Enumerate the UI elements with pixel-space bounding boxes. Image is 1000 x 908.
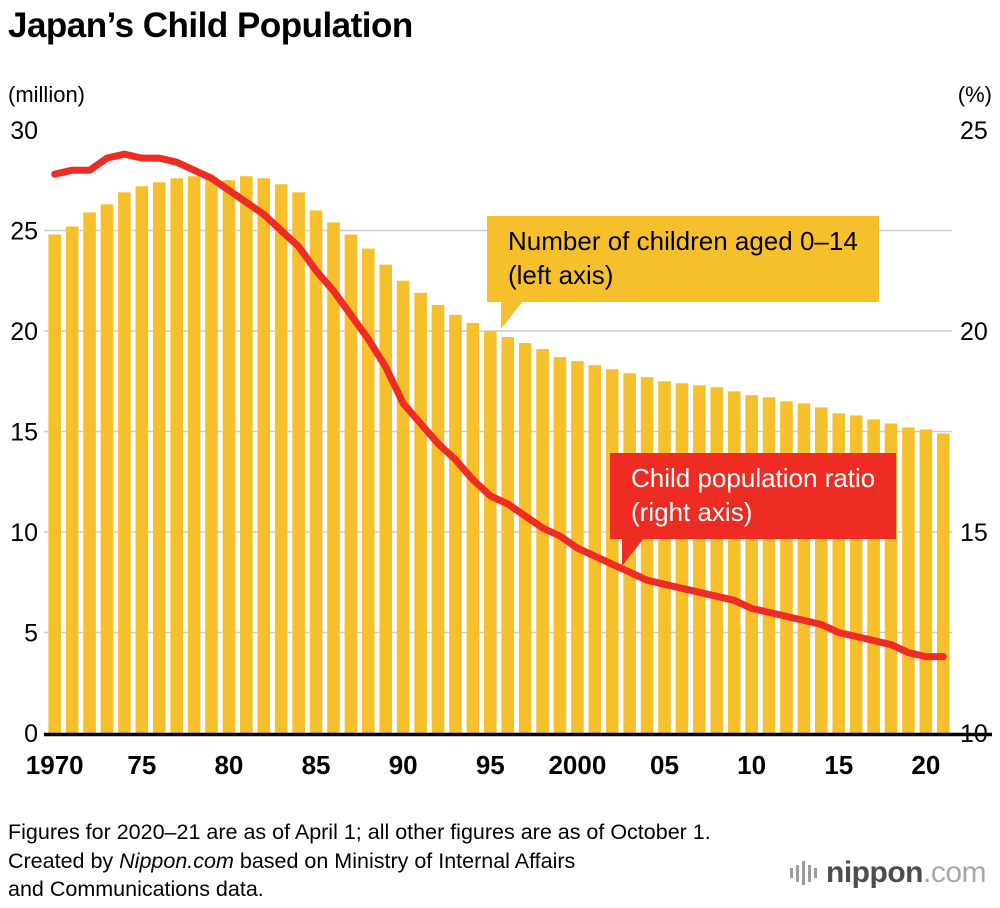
bar-year-1974 [118, 192, 131, 733]
bar-year-2009 [727, 391, 741, 733]
footnote-line-3: and Communications data. [8, 877, 264, 902]
callout-ratio-line1: Child population ratio [631, 463, 876, 493]
callout-tail-icon [501, 300, 523, 329]
brand-name: Nippon.com [119, 848, 234, 873]
bar-year-2011 [762, 397, 776, 733]
bar-year-1995 [483, 331, 497, 733]
footnote-line-2: Created by Nippon.com based on Ministry … [8, 847, 711, 876]
footnote-line-1: Figures for 2020–21 are as of April 1; a… [8, 820, 711, 844]
callout-children-line1: Number of children aged 0–14 [508, 226, 858, 256]
bar-year-1975 [135, 186, 149, 733]
bar-year-2008 [710, 387, 724, 733]
bar-year-2001 [588, 365, 602, 733]
bar-year-1983 [274, 184, 288, 733]
logo-tld: .com [922, 856, 987, 889]
bar-year-1989 [379, 264, 393, 733]
y-tick-left-10: 10 [10, 519, 38, 547]
x-tick-2000: 2000 [548, 750, 606, 780]
bar-year-1981 [240, 176, 253, 734]
x-tick-1995: 95 [476, 750, 505, 780]
bar-year-1980 [222, 180, 236, 733]
bar-year-2021 [936, 433, 950, 733]
bar-year-1985 [309, 210, 323, 733]
y-tick-right-25: 25 [960, 117, 988, 145]
callout-children-line2: (left axis) [508, 259, 614, 290]
bar-year-2010 [745, 395, 758, 733]
y-tick-left-20: 20 [10, 318, 38, 346]
callout-tail-icon [622, 537, 644, 566]
x-tick-2020: 20 [911, 750, 940, 780]
ratio-line [51, 150, 947, 661]
bar-year-1976 [152, 182, 166, 733]
bar-year-1992 [431, 304, 445, 733]
callout-ratio-line: Child population ratio (right axis) [610, 453, 897, 566]
bar-year-2002 [605, 369, 619, 733]
callout-ratio-line2: (right axis) [631, 496, 753, 527]
x-tick-1980: 80 [214, 750, 243, 780]
chart-title: Japan’s Child Population [8, 6, 413, 45]
footnote-line-2-suffix: based on Ministry of Internal Affairs [233, 848, 576, 873]
nippon-logo: nippon.com [789, 856, 987, 890]
bar-year-1996 [501, 337, 515, 733]
y-tick-right-20: 20 [960, 318, 988, 346]
bar-year-1990 [396, 280, 410, 733]
footnote-line-2-prefix: Created by [8, 848, 120, 873]
bar-year-1982 [257, 178, 271, 734]
logo-name: nippon [826, 856, 923, 889]
bar-year-1970 [48, 234, 62, 733]
left-axis-unit-label: (million) [8, 82, 85, 107]
bar-year-1987 [344, 234, 358, 733]
bar-year-2005 [658, 381, 671, 733]
y-tick-right-10: 10 [960, 720, 988, 748]
bar-year-2006 [675, 383, 689, 733]
x-tick-1985: 85 [302, 750, 331, 780]
x-tick-1975: 75 [127, 750, 156, 780]
y-tick-left-25: 25 [10, 218, 38, 246]
x-tick-2015: 15 [824, 750, 853, 780]
bar-year-1973 [100, 204, 114, 733]
bar-year-1972 [83, 212, 96, 733]
footnote: Figures for 2020–21 are as of April 1; a… [8, 818, 711, 904]
bar-year-1979 [205, 178, 218, 734]
y-tick-left-0: 0 [24, 720, 38, 748]
bar-year-1998 [536, 349, 549, 733]
bar-year-1997 [518, 343, 532, 733]
bar-year-2007 [693, 385, 706, 733]
y-tick-left-5: 5 [24, 620, 38, 648]
bar-year-2019 [902, 427, 915, 733]
y-tick-left-30: 30 [10, 117, 38, 145]
bar-year-1988 [362, 248, 375, 733]
bar-year-2012 [780, 401, 793, 733]
x-tick-2010: 10 [737, 750, 766, 780]
x-tick-2005: 05 [650, 750, 679, 780]
nippon-logo-icon [789, 861, 818, 885]
bar-year-1986 [327, 222, 340, 733]
right-axis-unit-label: (%) [957, 82, 992, 107]
x-tick-1990: 90 [389, 750, 418, 780]
bar-year-1977 [170, 178, 183, 734]
bar-year-2020 [919, 429, 933, 733]
bar-year-1978 [187, 176, 201, 734]
x-tick-1970: 1970 [26, 750, 84, 780]
nippon-logo-text: nippon.com [826, 856, 986, 890]
bar-year-1999 [553, 357, 567, 733]
bar-year-1993 [449, 314, 462, 733]
bar-year-1991 [414, 292, 427, 733]
bar-year-1971 [65, 226, 79, 734]
y-tick-left-15: 15 [10, 419, 38, 447]
y-tick-right-15: 15 [960, 519, 988, 547]
bar-year-1984 [292, 192, 305, 733]
bar-year-1994 [466, 322, 480, 733]
callout-children-bars: Number of children aged 0–14 (left axis) [487, 216, 879, 329]
